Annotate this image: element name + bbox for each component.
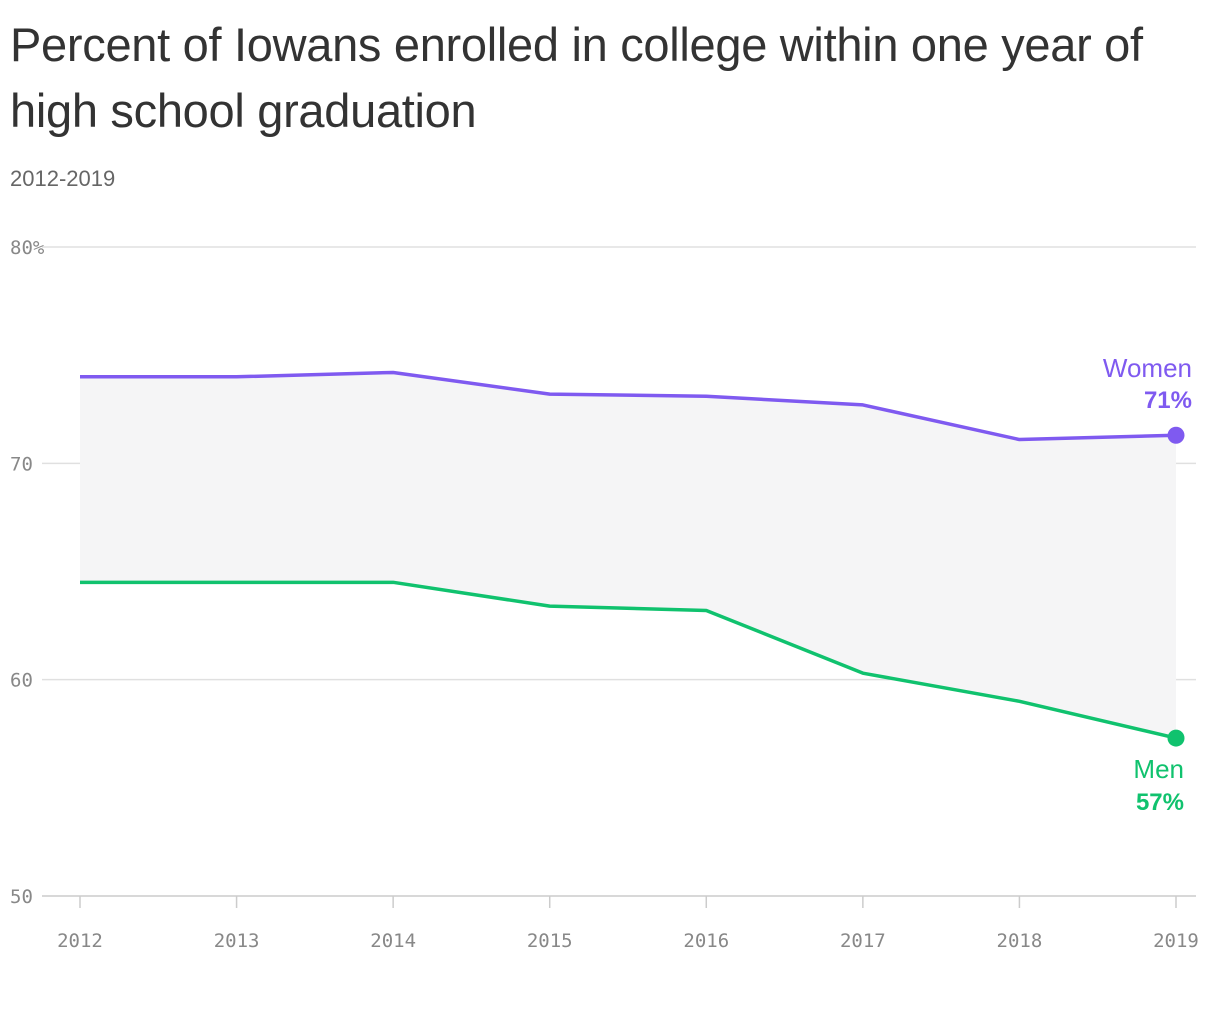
y-tick-label: 60 [10,670,33,692]
x-tick-label: 2018 [997,930,1043,952]
y-tick-label: 70 [10,453,33,475]
y-axis-ticks: 50 60 70 80% [10,237,45,908]
men-series-line [80,580,1177,740]
men-series-name-label: Men [1133,754,1184,784]
chart-subtitle: 2012-2019 [10,166,116,191]
women-series-line [80,370,1177,442]
series-lines [79,370,1185,747]
x-tick-label: 2017 [840,930,886,952]
x-tick-label: 2013 [214,930,260,952]
area-between-series [80,372,1176,739]
x-tick-label: 2015 [527,930,573,952]
y-tick-label: 50 [10,886,33,908]
women-end-value-label: 71% [1144,387,1192,414]
women-point [1167,426,1185,444]
y-tick-label: 80% [10,237,45,259]
chart-title: Percent of Iowans enrolled in college wi… [10,18,1143,137]
men-end-value-label: 57% [1136,789,1184,816]
women-series-name-label: Women [1103,353,1192,383]
series-end-labels: Women 71% Men 57% [1103,353,1192,816]
x-tick-label: 2012 [57,930,103,952]
x-tick-label: 2014 [370,930,416,952]
x-tick-label: 2016 [683,930,729,952]
x-axis: 2012 2013 2014 2015 2016 2017 2018 2019 [57,896,1199,952]
x-tick-label: 2019 [1153,930,1199,952]
men-point [1167,729,1185,747]
